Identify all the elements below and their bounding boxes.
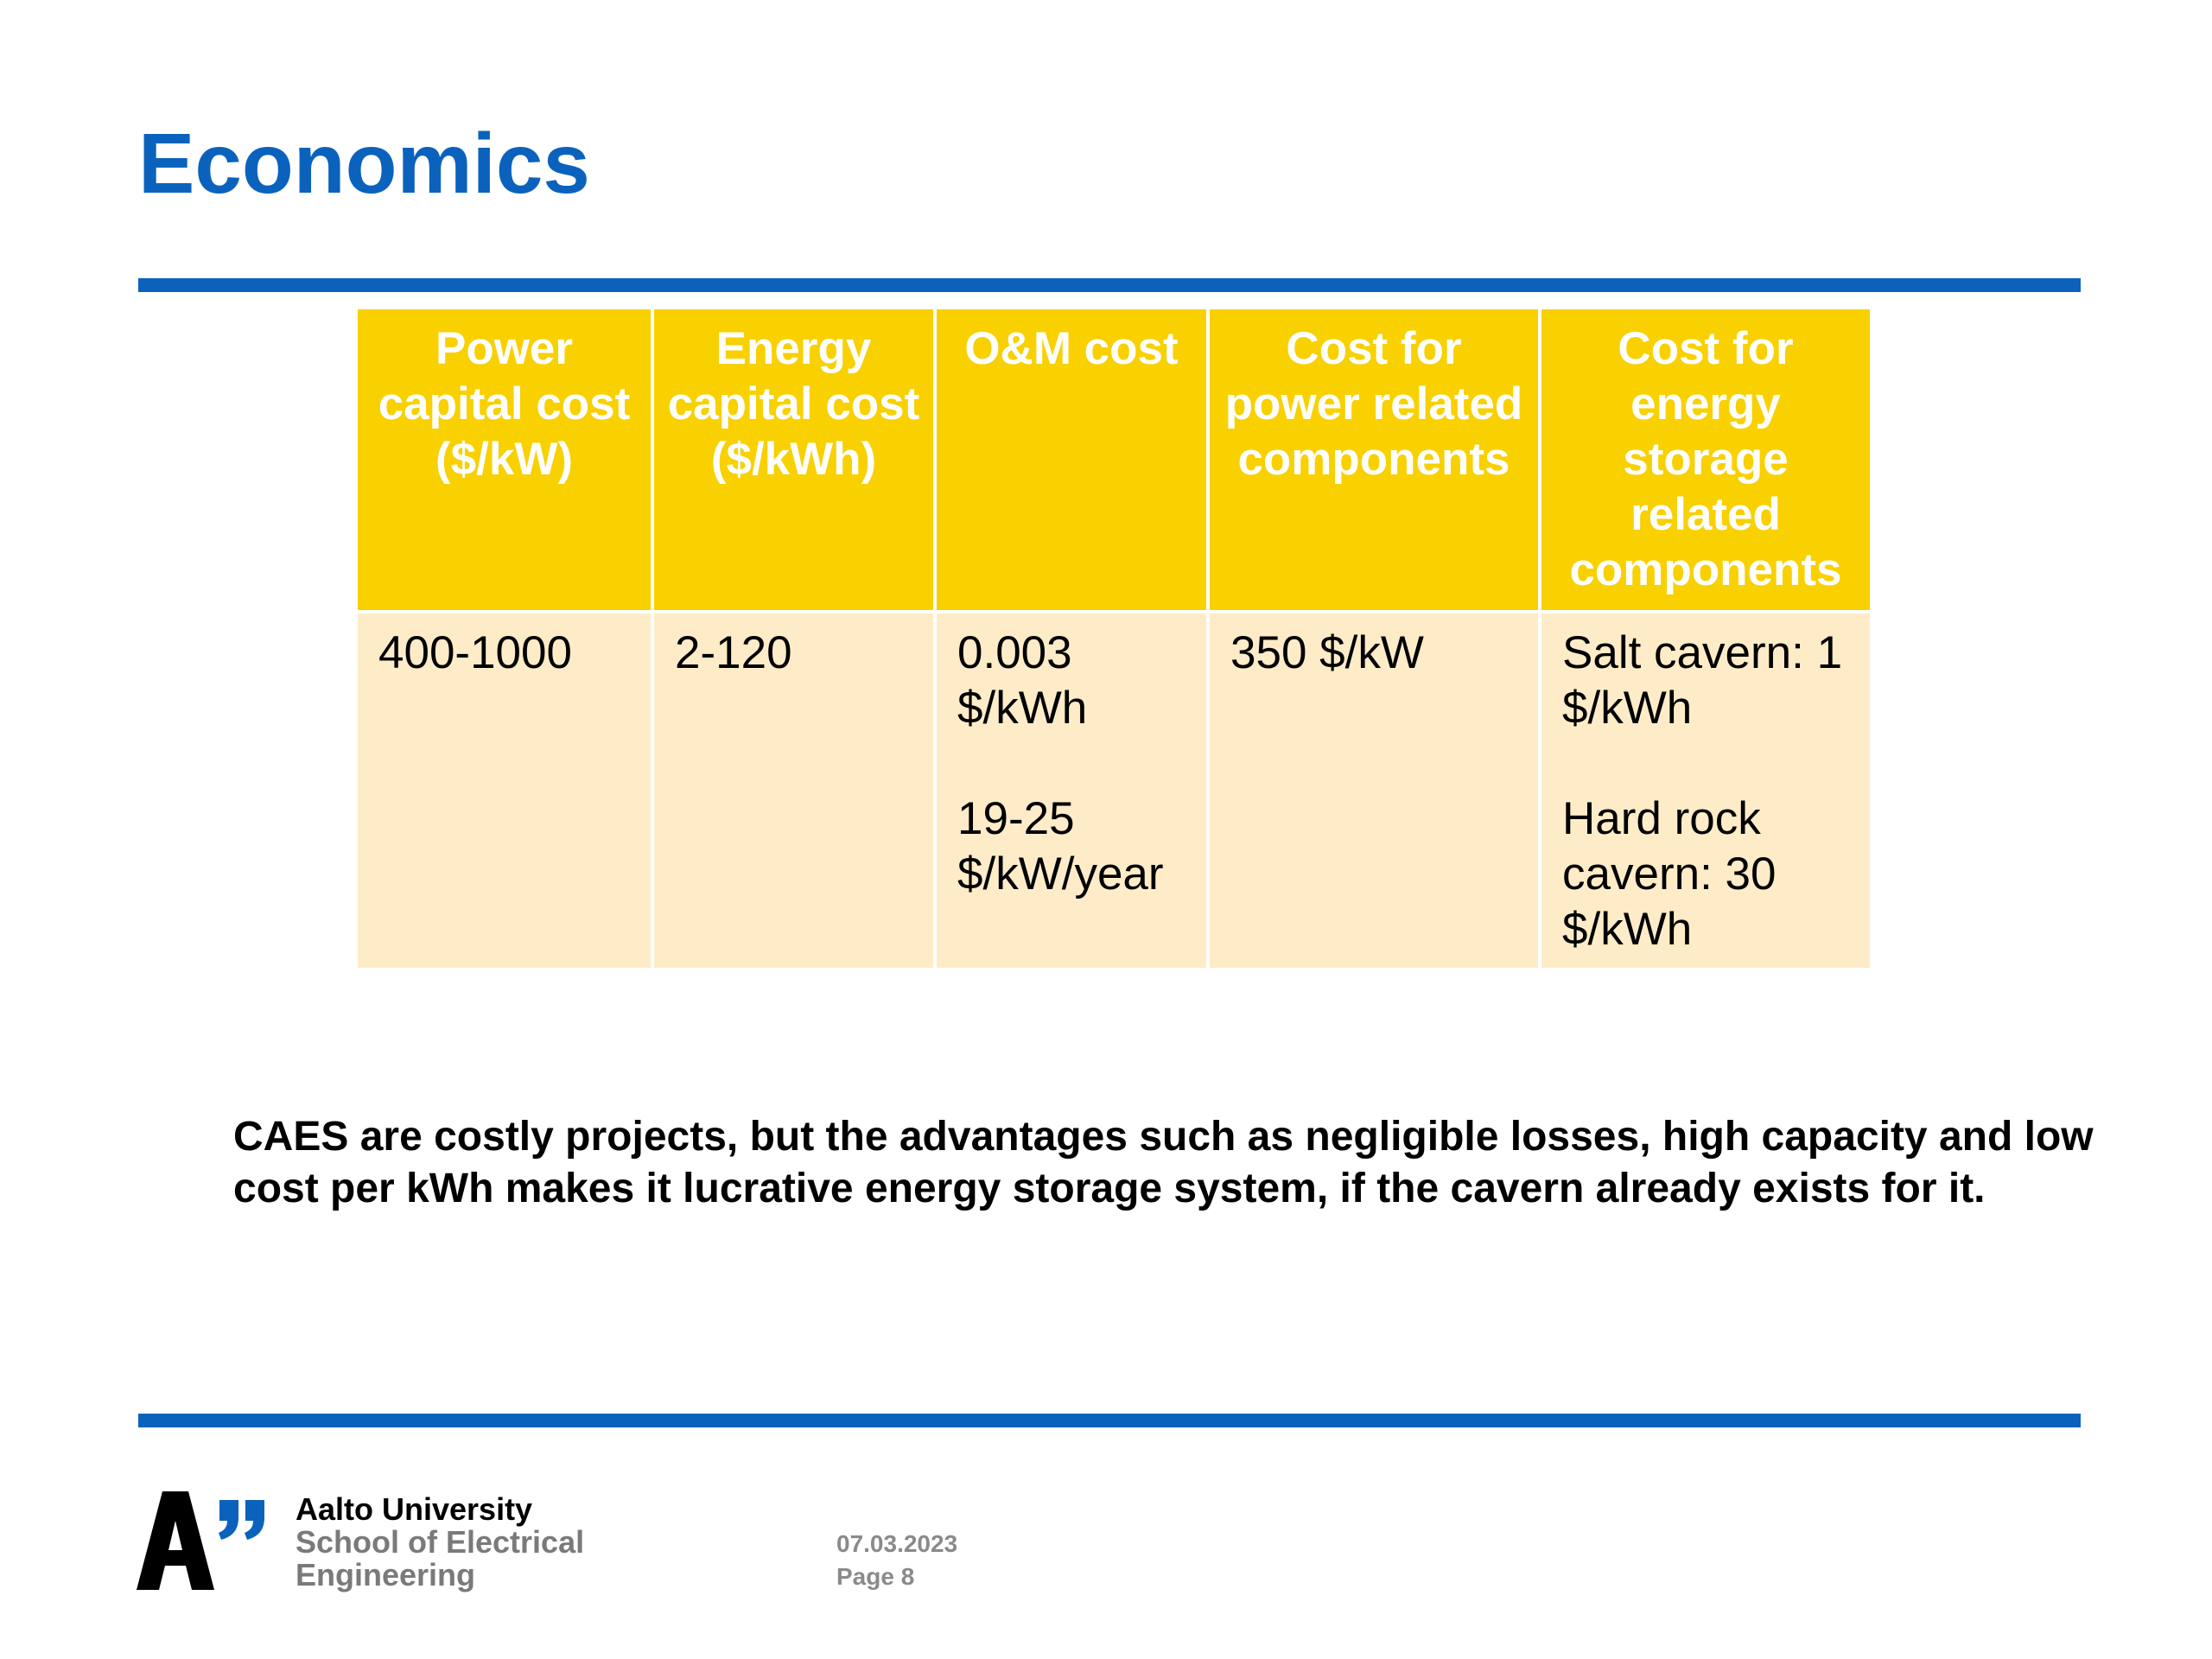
header-storage-components-cost: Cost for energy storage related componen… bbox=[1541, 309, 1870, 610]
header-power-capital-cost: Power capital cost ($/kW) bbox=[358, 309, 651, 610]
top-divider bbox=[138, 278, 2081, 292]
economics-table: Power capital cost ($/kW) Energy capital… bbox=[354, 306, 1873, 971]
school-label-line1: School of Electrical bbox=[296, 1524, 585, 1560]
header-row: Power capital cost ($/kW) Energy capital… bbox=[358, 309, 1870, 610]
om-cost-per-kw-year: 19-25 $/kW/year bbox=[957, 793, 1164, 899]
table-row: 400-1000 2-120 0.003 $/kWh 19-25 $/kW/ye… bbox=[358, 613, 1870, 968]
header-energy-capital-cost: Energy capital cost ($/kWh) bbox=[654, 309, 933, 610]
cell-power-capital-cost: 400-1000 bbox=[358, 613, 651, 968]
bottom-divider bbox=[138, 1414, 2081, 1427]
header-power-components-cost: Cost for power related components bbox=[1210, 309, 1538, 610]
header-om-cost: O&M cost bbox=[937, 309, 1206, 610]
slide-title: Economics bbox=[138, 116, 590, 211]
cell-om-cost: 0.003 $/kWh 19-25 $/kW/year bbox=[937, 613, 1206, 968]
aalto-logo-icon bbox=[137, 1491, 264, 1590]
slide-date: 07.03.2023 bbox=[836, 1530, 958, 1557]
slide-meta: 07.03.2023 Page 8 bbox=[836, 1528, 957, 1593]
page-number: Page 8 bbox=[836, 1563, 915, 1590]
conclusion-text: CAES are costly projects, but the advant… bbox=[233, 1114, 2094, 1211]
university-name: Aalto University School of Electrical En… bbox=[296, 1493, 584, 1592]
cell-energy-capital-cost: 2-120 bbox=[654, 613, 933, 968]
university-label: Aalto University bbox=[296, 1491, 533, 1527]
cell-power-components-cost: 350 $/kW bbox=[1210, 613, 1538, 968]
hard-rock-cavern-cost: Hard rock cavern: 30 $/kWh bbox=[1562, 793, 1777, 955]
cell-storage-components-cost: Salt cavern: 1 $/kWh Hard rock cavern: 3… bbox=[1541, 613, 1870, 968]
om-cost-per-kwh: 0.003 $/kWh bbox=[957, 627, 1088, 734]
school-label-line2: Engineering bbox=[296, 1557, 476, 1592]
salt-cavern-cost: Salt cavern: 1 $/kWh bbox=[1562, 627, 1843, 734]
